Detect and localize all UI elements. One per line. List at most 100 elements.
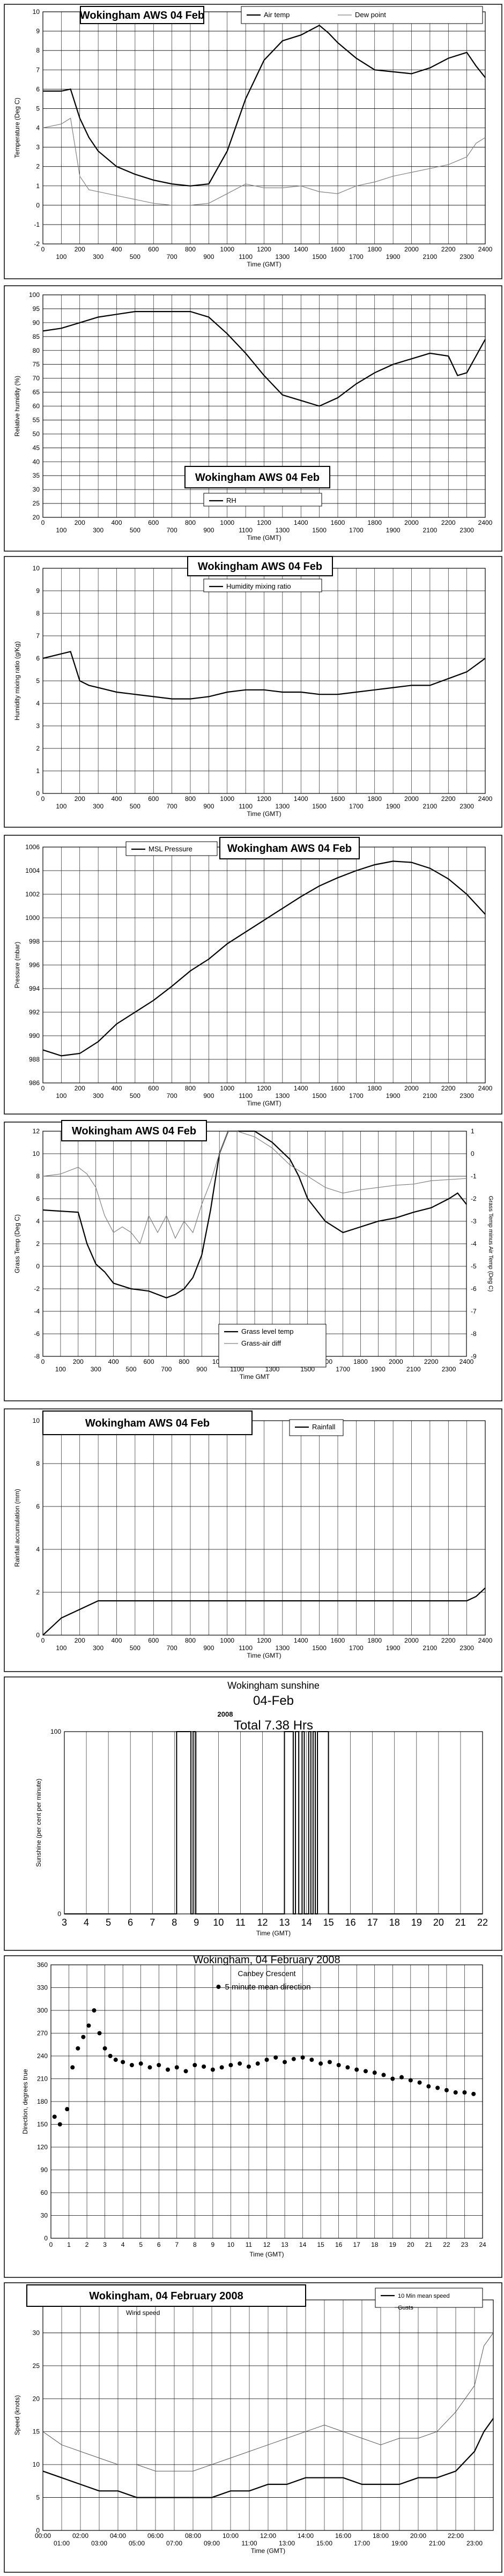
y-tick-label: -2	[34, 240, 40, 248]
x-tick-label: 1700	[349, 803, 364, 810]
series-line-0	[42, 1587, 486, 1636]
x-tick-label: 2000	[404, 795, 419, 803]
series-line-0	[42, 651, 486, 700]
y-tick-label: -8	[34, 1353, 40, 1360]
x-axis-label: Time (GMT)	[247, 534, 281, 541]
x-tick-label: 1	[67, 2241, 71, 2248]
legend-label: RH	[226, 496, 236, 504]
x-tick-label: 2200	[441, 1637, 456, 1644]
direction-point	[462, 2090, 467, 2095]
y-tick-label: 120	[37, 2143, 48, 2151]
x-axis-label: Time (GMT)	[251, 2547, 285, 2555]
direction-point	[174, 2065, 179, 2070]
x-tick-label: 1900	[386, 803, 401, 810]
x-tick-label: 02:00	[72, 2532, 88, 2540]
legend-label: Grass-air diff	[241, 1339, 281, 1347]
x-tick-label: 2000	[404, 246, 419, 253]
legend-marker	[216, 1985, 221, 1989]
x-tick-label: 4	[84, 1917, 89, 1928]
x-tick-label: 600	[148, 1085, 159, 1092]
x-tick-label: 15	[323, 1917, 334, 1928]
legend-label: Air temp	[264, 11, 290, 19]
title-box	[219, 837, 360, 859]
direction-point	[157, 2063, 161, 2067]
x-tick-label: 1400	[294, 795, 308, 803]
x-tick-label: 700	[167, 803, 177, 810]
x-tick-label: 1500	[312, 1644, 327, 1652]
x-tick-label: 20	[407, 2241, 414, 2248]
x-tick-label: 1500	[312, 526, 327, 534]
y-tick-label: 2	[36, 1240, 40, 1248]
y-tick-label: 0	[36, 1263, 40, 1270]
x-tick-label: 300	[91, 1365, 101, 1373]
direction-point	[453, 2090, 458, 2095]
x-tick-label: 07:00	[166, 2540, 182, 2547]
y-tick-label: 0	[36, 202, 40, 209]
y-right-tick-label: -5	[471, 1263, 477, 1270]
x-tick-label: 1200	[257, 519, 271, 526]
direction-point	[264, 2058, 269, 2062]
y-tick-label: 9	[36, 587, 40, 595]
x-tick-label: 900	[203, 1644, 214, 1652]
x-tick-label: 2300	[459, 803, 474, 810]
direction-point	[92, 2008, 97, 2013]
y-tick-label: 6	[36, 85, 40, 93]
legend-label: Dew point	[355, 11, 386, 19]
chart-title: Wokingham, 04 February 2008	[89, 2290, 243, 2302]
x-tick-label: 16	[335, 2241, 343, 2248]
x-tick-label: 2400	[478, 1085, 493, 1092]
direction-point	[246, 2064, 251, 2069]
direction-point	[444, 2088, 449, 2092]
x-tick-label: 1400	[294, 1085, 308, 1092]
x-tick-label: 100	[56, 526, 66, 534]
x-tick-label: 400	[111, 246, 122, 253]
x-tick-label: 1400	[294, 519, 308, 526]
y-tick-label: 80	[33, 347, 40, 354]
y-tick-label: 40	[33, 458, 40, 465]
direction-point	[129, 2063, 134, 2067]
x-tick-label: 10:00	[223, 2532, 239, 2540]
direction-point	[210, 2067, 215, 2072]
y-tick-label: 300	[37, 2007, 48, 2014]
y-tick-label: 1004	[25, 867, 40, 874]
x-tick-label: 08:00	[185, 2532, 201, 2540]
y-right-tick-label: -3	[471, 1218, 477, 1225]
y-tick-label: 994	[29, 985, 40, 992]
x-tick-label: 1300	[276, 526, 290, 534]
direction-point	[273, 2055, 278, 2060]
direction-point	[57, 2122, 62, 2127]
direction-point	[52, 2114, 57, 2119]
wind-speed-chart-panel: 0510152025303500:0002:0004:0006:0008:001…	[0, 2278, 504, 2573]
x-tick-label: 23:00	[466, 2540, 483, 2547]
x-tick-label: 1100	[239, 526, 253, 534]
x-tick-label: 21	[455, 1917, 466, 1928]
chart-subtitle: Wind speed	[126, 2309, 160, 2317]
x-tick-label: 200	[75, 1637, 85, 1644]
y-tick-label: 65	[33, 389, 40, 396]
y-tick-label: 10	[33, 2461, 40, 2468]
y-tick-label: 210	[37, 2075, 48, 2083]
x-tick-label: 800	[185, 1085, 196, 1092]
y-tick-label: 8	[36, 47, 40, 54]
sunshine-chart-panel: 0 100 3 4 5 6 7 8 9 10 11 12 13 14 15 16 17 18 19 20 21 22 Tim…	[0, 1673, 504, 1951]
sunshine-total: Total 7.38 Hrs	[234, 1718, 313, 1733]
x-tick-label: 2200	[441, 1085, 456, 1092]
y-right-tick-label: -9	[471, 1353, 477, 1360]
pressure-chart: 986 988 990 992 994 996 998 1000 1002 1004 1006 0 20…	[4, 835, 502, 1115]
x-tick-label: 1500	[312, 803, 327, 810]
x-tick-label: 2400	[478, 1637, 493, 1644]
x-tick-label: 300	[93, 526, 103, 534]
x-tick-label: 1900	[386, 526, 401, 534]
rainfall-chart-panel: 0 2 4 6 8 10 0 200 400 600 800 1000 1200 1400 1600 1800…	[0, 1405, 504, 1673]
x-tick-label: 2000	[404, 1085, 419, 1092]
y-right-tick-label: -6	[471, 1285, 477, 1293]
y-tick-label: 1002	[25, 890, 40, 898]
x-tick-label: 11	[246, 2241, 253, 2248]
y-right-tick-label: 1	[471, 1127, 475, 1135]
direction-point	[65, 2107, 70, 2112]
y-tick-label: 85	[33, 333, 40, 340]
direction-point	[166, 2067, 171, 2072]
legend-label: Grass level temp	[241, 1327, 294, 1335]
